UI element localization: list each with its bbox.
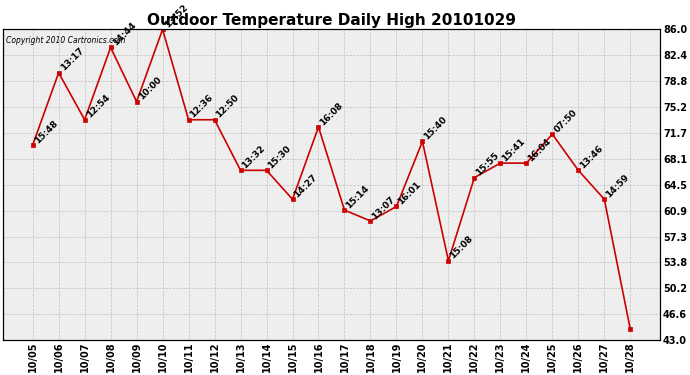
Text: 13:52: 13:52 — [163, 3, 189, 29]
Title: Outdoor Temperature Daily High 20101029: Outdoor Temperature Daily High 20101029 — [147, 13, 516, 28]
Text: 15:40: 15:40 — [422, 115, 449, 141]
Text: 16:01: 16:01 — [397, 180, 423, 207]
Text: 15:30: 15:30 — [266, 144, 293, 170]
Text: 12:50: 12:50 — [215, 93, 241, 120]
Text: 13:46: 13:46 — [578, 144, 605, 170]
Text: 10:00: 10:00 — [137, 75, 163, 102]
Text: 13:07: 13:07 — [371, 194, 397, 221]
Text: 12:54: 12:54 — [85, 93, 111, 120]
Text: 16:08: 16:08 — [319, 100, 345, 127]
Text: 15:55: 15:55 — [475, 151, 501, 178]
Text: 15:48: 15:48 — [32, 118, 59, 145]
Text: 12:36: 12:36 — [188, 93, 215, 120]
Text: 14:44: 14:44 — [110, 21, 137, 48]
Text: 15:08: 15:08 — [448, 234, 475, 261]
Text: 14:59: 14:59 — [604, 172, 631, 199]
Text: 16:04: 16:04 — [526, 136, 553, 163]
Text: 13:17: 13:17 — [59, 46, 86, 73]
Text: Copyright 2010 Cartronics.com: Copyright 2010 Cartronics.com — [6, 36, 126, 45]
Text: 13:32: 13:32 — [241, 144, 267, 170]
Text: 15:14: 15:14 — [344, 183, 371, 210]
Text: 14:27: 14:27 — [293, 172, 319, 199]
Text: 07:50: 07:50 — [553, 108, 579, 134]
Text: 15:41: 15:41 — [500, 136, 527, 163]
